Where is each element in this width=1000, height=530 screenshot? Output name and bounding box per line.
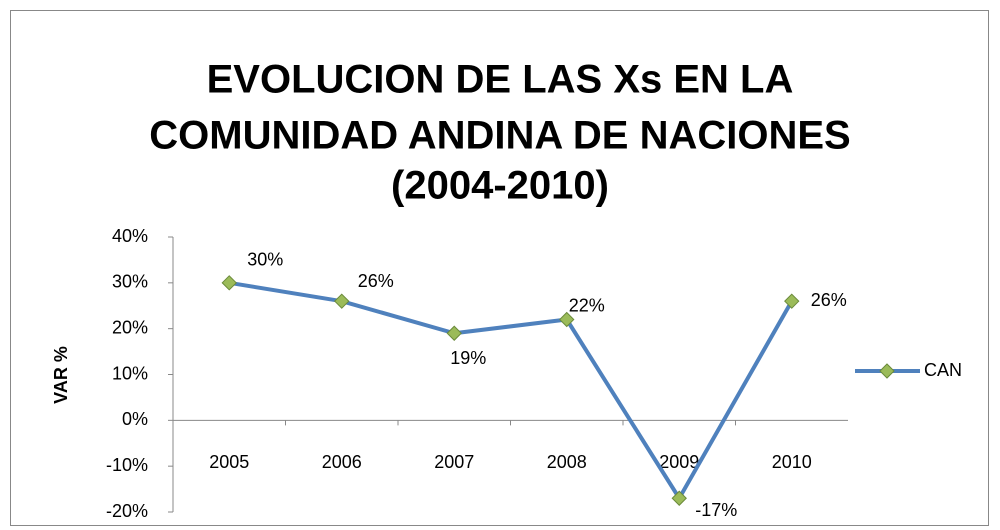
y-axis-label: VAR % bbox=[51, 346, 71, 404]
x-tick-label: 2009 bbox=[659, 452, 699, 472]
data-point bbox=[784, 293, 800, 309]
series-line bbox=[228, 280, 794, 501]
data-label: 30% bbox=[247, 250, 283, 270]
legend-label: CAN bbox=[924, 360, 962, 380]
chart-title: COMUNIDAD ANDINA DE NACIONES bbox=[149, 114, 850, 158]
data-point bbox=[559, 311, 575, 328]
data-label: 22% bbox=[569, 295, 605, 315]
x-tick-label: 2007 bbox=[434, 452, 474, 472]
x-tick-label: 2005 bbox=[209, 452, 249, 472]
y-tick-label: 30% bbox=[112, 272, 148, 292]
y-tick-label: -20% bbox=[106, 501, 148, 521]
y-tick-label: 10% bbox=[112, 363, 148, 383]
legend-marker bbox=[879, 363, 895, 379]
data-point bbox=[671, 490, 687, 506]
data-point bbox=[446, 325, 462, 341]
data-label: 26% bbox=[358, 271, 394, 291]
x-tick-label: 2008 bbox=[547, 452, 587, 472]
y-tick-label: -10% bbox=[106, 455, 148, 475]
y-tick-label: 20% bbox=[112, 317, 148, 337]
data-label: 19% bbox=[450, 348, 486, 368]
data-point bbox=[221, 275, 237, 291]
y-tick-label: 0% bbox=[122, 409, 148, 429]
data-point bbox=[334, 293, 350, 309]
data-label: -17% bbox=[695, 500, 737, 520]
y-tick-label: 40% bbox=[112, 226, 148, 246]
chart-title: EVOLUCION DE LAS Xs EN LA bbox=[207, 58, 794, 102]
x-tick-label: 2006 bbox=[322, 452, 362, 472]
data-label: 26% bbox=[811, 290, 847, 310]
x-tick-label: 2010 bbox=[772, 452, 812, 472]
chart-title: (2004-2010) bbox=[391, 164, 609, 208]
